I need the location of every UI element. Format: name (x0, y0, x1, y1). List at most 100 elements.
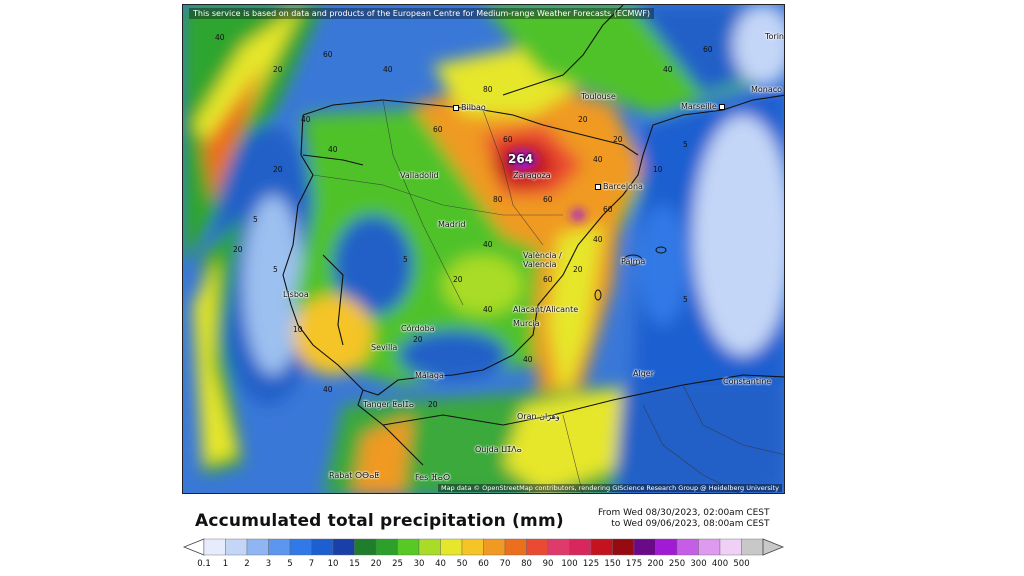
legend-swatch (569, 538, 592, 556)
legend-label: 80 (521, 559, 532, 569)
legend-label: 40 (435, 559, 446, 569)
precipitation-map[interactable]: This service is based on data and produc… (182, 4, 785, 494)
city-toulouse: Toulouse (581, 92, 616, 101)
legend-label: 70 (499, 559, 511, 569)
legend-swatch (311, 538, 334, 556)
legend-label: 200 (647, 559, 664, 569)
city-madrid: Madrid (438, 220, 466, 229)
contour-label: 40 (215, 33, 225, 42)
legend-swatch (203, 538, 226, 556)
contour-label: 40 (483, 240, 493, 249)
city-valladolid: Valladolid (400, 171, 439, 180)
contour-label: 60 (703, 45, 713, 54)
legend-label: 50 (456, 559, 468, 569)
contour-label: 20 (613, 135, 623, 144)
city-sevilla: Sevilla (371, 343, 398, 352)
contour-label: 20 (428, 400, 438, 409)
contour-label: 40 (663, 65, 673, 74)
map-title: Accumulated total precipitation (mm) (195, 511, 564, 531)
legend-swatch (354, 538, 377, 556)
contour-label: 40 (593, 235, 603, 244)
legend-swatch (483, 538, 506, 556)
contour-label: 20 (453, 275, 463, 284)
legend-swatch (246, 538, 269, 556)
legend-label: 5 (287, 559, 293, 569)
contour-label: 60 (603, 205, 613, 214)
legend-label: 15 (349, 559, 360, 569)
city-zaragoza: Zaragoza (513, 171, 551, 180)
city-barcelona: Barcelona (595, 182, 643, 191)
city-monaco: Monaco (751, 85, 783, 94)
legend-swatch (719, 538, 742, 556)
map-background (183, 5, 784, 493)
contour-label: 60 (323, 50, 333, 59)
city-cordoba: Córdoba (401, 324, 435, 333)
contour-label: 5 (273, 265, 278, 274)
city-malaga: Málaga (415, 371, 444, 380)
city-alicante: Alacant/Alicante (513, 305, 579, 314)
legend-label: 20 (370, 559, 382, 569)
period-from: From Wed 08/30/2023, 02:00am CEST (598, 508, 770, 518)
legend-label: 500 (733, 559, 750, 569)
contour-label: 80 (493, 195, 503, 204)
contour-label: 40 (323, 385, 333, 394)
legend-label: 175 (625, 559, 643, 569)
legend-label: 30 (413, 559, 425, 569)
legend-swatch (397, 538, 420, 556)
contour-label: 20 (578, 115, 588, 124)
color-legend: 0.1 1 2 3 5 7 10 15 20 25 30 40 50 60 70 80 90 100 125 150 1… (182, 537, 785, 573)
contour-label: 5 (403, 255, 408, 264)
contour-label: 40 (383, 65, 393, 74)
legend-swatch (590, 538, 613, 556)
legend-swatch (418, 538, 441, 556)
legend-label: 90 (542, 559, 554, 569)
city-marseille: Marseille (681, 102, 727, 111)
legend-swatch (633, 538, 656, 556)
city-bilbao: Bilbao (453, 103, 486, 112)
legend-swatch (547, 538, 570, 556)
city-alger: Alger (633, 369, 654, 378)
legend-label: 2 (244, 559, 250, 569)
city-valencia: València / Valencia (523, 251, 562, 269)
city-oran: Oran وهران (517, 412, 560, 421)
contour-label: 40 (523, 355, 533, 364)
attribution-top: This service is based on data and produc… (189, 8, 655, 19)
legend-swatch (526, 538, 549, 556)
city-constantine: Constantine (723, 377, 772, 386)
contour-label: 5 (253, 215, 258, 224)
contour-label: 80 (483, 85, 493, 94)
legend-label: 100 (561, 559, 578, 569)
contour-label: 10 (293, 325, 303, 334)
city-lisboa: Lisboa (283, 290, 309, 299)
attribution-bottom[interactable]: Map data © OpenStreetMap contributors, r… (438, 484, 782, 492)
legend-swatch (612, 538, 635, 556)
contour-label: 20 (413, 335, 423, 344)
contour-label: 40 (483, 305, 493, 314)
city-rabat: Rabat ⵔⴱⴰⵟ (329, 471, 380, 480)
city-fes: Fes ⴼⴰⵙ (415, 473, 451, 482)
contour-label: 10 (653, 165, 663, 174)
contour-label: 5 (683, 295, 688, 304)
legend-label: 1 (222, 559, 229, 569)
city-tanger: Tanger ⵟⴰⵏⵊⴰ (363, 400, 415, 409)
legend-swatch (504, 538, 527, 556)
forecast-period: From Wed 08/30/2023, 02:00am CEST to Wed… (598, 508, 770, 530)
contour-label: 40 (301, 115, 311, 124)
legend-arrow-left (182, 538, 205, 556)
legend-label: 7 (308, 559, 315, 569)
legend-swatch (268, 538, 291, 556)
contour-label: 60 (433, 125, 443, 134)
legend-swatch (332, 538, 355, 556)
legend-label: 10 (327, 559, 339, 569)
legend-bar (182, 538, 785, 556)
legend-label: 250 (668, 559, 686, 569)
contour-label: 20 (273, 65, 283, 74)
period-to: to Wed 09/06/2023, 08:00am CEST (611, 519, 770, 529)
legend-label: 60 (478, 559, 489, 569)
legend-label: 125 (582, 559, 600, 569)
legend-label: 150 (604, 559, 621, 569)
legend-label: 400 (711, 559, 729, 569)
contour-label: 20 (273, 165, 283, 174)
city-palma: Palma (621, 257, 646, 266)
contour-label: 40 (593, 155, 603, 164)
